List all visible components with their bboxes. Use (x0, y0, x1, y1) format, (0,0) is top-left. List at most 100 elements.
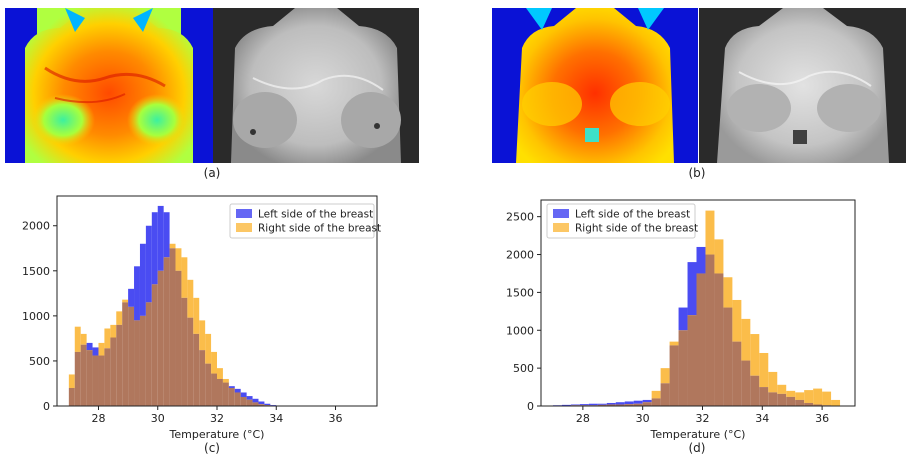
bar-right-side (193, 297, 200, 334)
bar-overlap (228, 387, 235, 406)
bar-overlap (145, 302, 152, 406)
bar-overlap (181, 297, 188, 406)
bar-overlap (246, 399, 253, 406)
caption-d: (d) (688, 441, 706, 455)
bar-right-side (68, 374, 75, 388)
x-tick-label: 28 (576, 412, 590, 425)
x-tick-label: 34 (755, 412, 769, 425)
x-tick-label: 34 (269, 412, 283, 425)
bar-right-side (187, 279, 194, 318)
bar-left-side (86, 342, 93, 351)
bar-right-side (723, 277, 733, 308)
bar-left-side (246, 396, 253, 400)
bar-overlap (651, 398, 661, 406)
bar-left-side (615, 402, 625, 405)
bar-overlap (139, 315, 146, 406)
bar-left-side (597, 403, 607, 405)
bar-left-side (134, 266, 140, 321)
bar-right-side (732, 299, 742, 342)
caption-a: (a) (203, 166, 221, 180)
thermogram-gray-b (699, 8, 906, 163)
bar-overlap (606, 404, 616, 406)
bar-right-side (822, 391, 832, 406)
bar-overlap (157, 270, 164, 406)
bar-left-side (92, 347, 99, 356)
x-tick-label: 36 (329, 412, 343, 425)
bar-left-side (579, 404, 589, 406)
bar-right-side (222, 378, 229, 383)
y-tick-label: 0 (527, 400, 534, 413)
bar-overlap (199, 350, 206, 406)
bar-left-side (258, 401, 265, 405)
bar-right-side (175, 248, 182, 271)
bar-left-side (606, 402, 616, 405)
y-tick-label: 500 (29, 355, 50, 368)
bar-overlap (258, 404, 265, 406)
y-tick-label: 2000 (506, 249, 534, 262)
legend-swatch (553, 209, 569, 218)
x-tick-label: 28 (91, 412, 105, 425)
bar-right-side (741, 318, 751, 361)
bar-overlap (68, 387, 75, 406)
bar-overlap (163, 257, 170, 406)
bar-overlap (696, 273, 706, 406)
legend-box (229, 203, 375, 239)
bar-overlap (134, 320, 140, 406)
bar-right-side (786, 390, 796, 397)
bar-right-side (211, 351, 217, 374)
legend-label: Left side of the breast (575, 209, 690, 221)
bar-overlap (169, 248, 176, 406)
bar-left-side (151, 212, 158, 285)
bar-right-side (122, 299, 129, 303)
legend-label: Left side of the breast (258, 209, 373, 221)
bar-overlap (80, 344, 87, 406)
bar-overlap (642, 402, 652, 406)
y-tick-label: 2000 (22, 220, 50, 233)
bar-left-side (561, 404, 571, 406)
bar-right-side (74, 326, 81, 352)
histogram-chart-d: 28 30 32 34 36 0 500 1000 1500 2000 2500 Temperatur… (506, 199, 856, 441)
bar-overlap (211, 373, 217, 406)
bar-right-side (768, 371, 778, 393)
bar-overlap (723, 307, 733, 406)
bar-right-side (199, 320, 206, 351)
bar-overlap (128, 306, 135, 406)
bar-left-side (696, 246, 706, 274)
bar-left-side (163, 212, 170, 258)
histogram-chart-c: 28 30 32 34 36 0 500 1000 1500 2000 Temperature (°… (22, 195, 381, 441)
bar-right-side (714, 239, 724, 274)
bar-overlap (687, 315, 697, 406)
bar-overlap (187, 317, 194, 406)
plot-frame (540, 199, 856, 407)
bar-right-side (104, 328, 111, 349)
bar-left-side (678, 307, 688, 331)
bar-left-side (240, 392, 247, 397)
bar-overlap (122, 302, 129, 406)
legend-swatch (236, 223, 252, 232)
bar-overlap (104, 348, 111, 406)
legend-label: Right side of the breast (258, 223, 381, 235)
bar-right-side (651, 390, 661, 399)
bar-left-side (624, 401, 634, 405)
bar-overlap (240, 396, 247, 406)
bar-overlap (633, 403, 643, 406)
x-axis-label: Temperature (°C) (169, 428, 265, 441)
bar-right-side (80, 333, 87, 345)
bar-right-side (777, 384, 787, 394)
bar-right-side (98, 342, 105, 356)
bar-right-side (831, 399, 841, 406)
thermogram-color-b (492, 8, 698, 163)
bar-overlap (151, 284, 158, 406)
legend-swatch (236, 209, 252, 218)
bar-overlap (813, 404, 823, 406)
bar-right-side (217, 368, 223, 379)
x-tick-label: 36 (815, 412, 829, 425)
y-tick-label: 0 (43, 400, 50, 413)
bar-right-side (750, 334, 760, 376)
y-tick-label: 2500 (506, 211, 534, 224)
bar-overlap (660, 383, 670, 406)
bar-overlap (175, 270, 182, 406)
bar-overlap (732, 341, 742, 406)
caption-b: (b) (688, 166, 706, 180)
bar-right-side (705, 210, 715, 255)
